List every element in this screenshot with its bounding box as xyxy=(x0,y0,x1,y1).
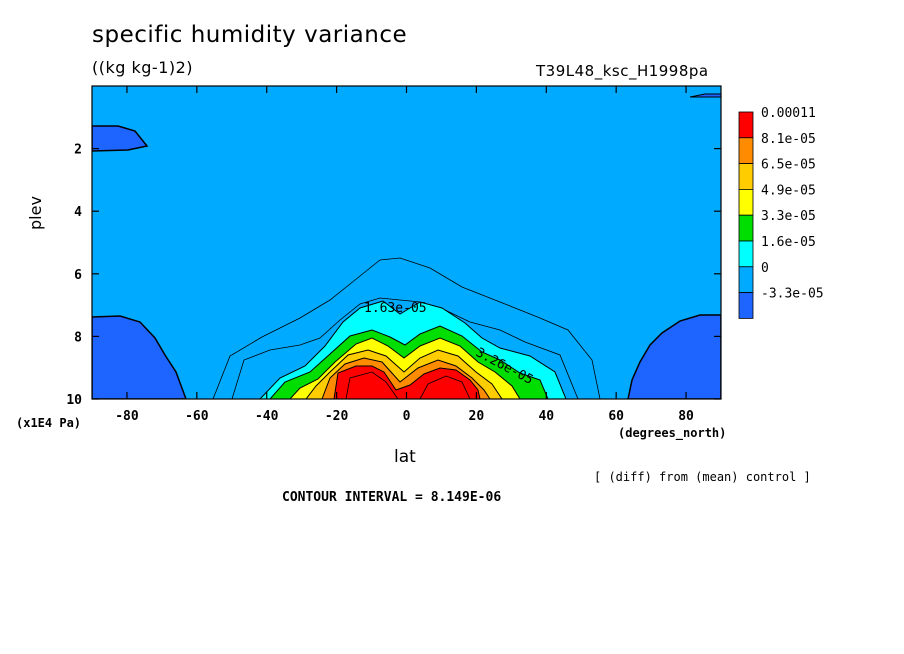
color-legend: 0.00011 8.1e-05 6.5e-05 4.9e-05 3.3e-05 1.6e-… xyxy=(738,106,824,319)
contour-line-red-inner xyxy=(345,371,399,399)
negative-region-south-upper xyxy=(92,125,149,152)
y-tick-label: 8 xyxy=(74,330,82,345)
y-tick-label: 2 xyxy=(74,143,82,158)
negative-region-north-surface xyxy=(627,314,721,399)
x-tick-label: 60 xyxy=(608,409,624,424)
contour-line-outer xyxy=(212,257,601,399)
contour-label-1: 1.63e-05 xyxy=(364,301,427,316)
legend-swatch xyxy=(738,137,754,165)
contour-interval: CONTOUR INTERVAL = 8.149E-06 xyxy=(282,490,502,505)
x-tick-label: -40 xyxy=(255,409,279,424)
legend-label: 3.3e-05 xyxy=(761,209,816,224)
diff-note: [ (diff) from (mean) control ] xyxy=(594,470,811,484)
x-tick-label: -80 xyxy=(115,409,139,424)
x-axis-ticks: -80 -60 -40 -20 0 20 40 60 80 xyxy=(115,86,694,424)
legend-swatch xyxy=(738,188,754,216)
legend-label: 0 xyxy=(761,261,769,276)
x-tick-label: -60 xyxy=(185,409,209,424)
legend-swatch xyxy=(738,266,754,293)
x-tick-label: 20 xyxy=(469,409,485,424)
run-id: T39L48_ksc_H1998pa xyxy=(536,62,709,80)
chart-units: ((kg kg-1)2) xyxy=(92,58,194,77)
legend-swatch xyxy=(738,240,754,268)
negative-region-north-top xyxy=(689,93,721,98)
y-tick-label: 6 xyxy=(74,268,82,283)
legend-label: 0.00011 xyxy=(761,106,816,121)
legend-label: -3.3e-05 xyxy=(761,287,824,302)
x-tick-label: 40 xyxy=(538,409,554,424)
y-tick-label: 4 xyxy=(74,205,82,220)
contour-fills xyxy=(92,93,721,399)
legend-label: 1.6e-05 xyxy=(761,235,816,250)
contour-line-mid xyxy=(231,297,579,399)
y-axis-ticks: 2 4 6 8 10 xyxy=(66,143,721,408)
contour-fill-red xyxy=(333,365,481,399)
x-tick-label: 0 xyxy=(403,409,411,424)
x-tick-label: 80 xyxy=(678,409,694,424)
x-axis-label: lat xyxy=(394,447,416,467)
legend-label: 4.9e-05 xyxy=(761,183,816,198)
x-axis-unit: (degrees_north) xyxy=(618,426,727,440)
chart-title: specific humidity variance xyxy=(92,22,408,48)
legend-swatch xyxy=(738,111,754,139)
y-axis-unit: (x1E4 Pa) xyxy=(16,416,82,430)
negative-region-south-surface xyxy=(92,315,187,399)
legend-swatch xyxy=(738,163,754,190)
contour-line-red-inner-2 xyxy=(419,375,471,399)
x-tick-label: -20 xyxy=(325,409,349,424)
legend-label: 8.1e-05 xyxy=(761,132,816,147)
legend-label: 6.5e-05 xyxy=(761,158,816,173)
y-tick-label: 10 xyxy=(66,393,82,408)
legend-swatch xyxy=(738,292,754,319)
legend-swatch xyxy=(738,214,754,242)
